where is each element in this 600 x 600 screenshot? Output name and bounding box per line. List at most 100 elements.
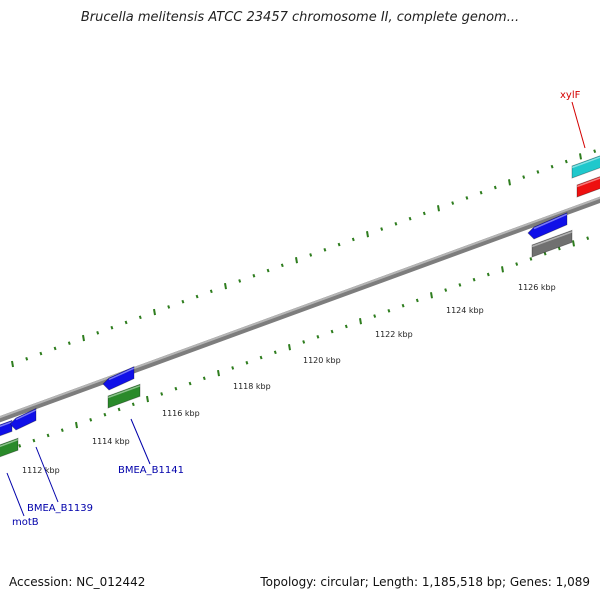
chromosome-backbone-highlight	[0, 196, 600, 419]
gene-features	[0, 154, 600, 459]
lower-tick	[75, 421, 78, 429]
upper-tick	[564, 159, 568, 164]
upper-tick	[394, 222, 398, 226]
gene-feature-blue[interactable]	[9, 407, 37, 431]
topology-text: Topology: circular; Length: 1,185,518 bp…	[260, 575, 590, 589]
gene-label-BMEA_B1141[interactable]: BMEA_B1141	[118, 465, 184, 476]
label-connectors	[6, 101, 586, 517]
upper-tick	[295, 257, 298, 264]
connector-motB	[6, 472, 25, 517]
upper-tick	[11, 360, 14, 368]
map-title: Brucella melitensis ATCC 23457 chromosom…	[80, 10, 520, 25]
gene-feature-blue-highlight	[533, 213, 568, 230]
upper-tick	[536, 170, 540, 174]
upper-tick	[337, 242, 341, 247]
upper-tick	[110, 325, 114, 330]
lower-tick	[515, 262, 519, 266]
upper-tick	[351, 237, 355, 242]
gene-feature-red-highlight	[576, 177, 600, 188]
gene-feature-blue-highlight	[15, 409, 37, 421]
gene-feature-cyan[interactable]	[571, 154, 600, 179]
lower-tick	[131, 402, 135, 407]
upper-tick	[479, 190, 483, 195]
lower-tick	[117, 407, 121, 412]
scale-label: 1120 kbp	[303, 356, 341, 365]
lower-tick	[160, 392, 164, 396]
upper-tick	[39, 351, 43, 356]
upper-tick	[153, 308, 156, 316]
scale-label: 1118 kbp	[233, 382, 271, 391]
gene-feature-blue[interactable]	[527, 212, 568, 240]
lower-tick	[330, 329, 334, 334]
connector-BMEA_B1141	[130, 418, 151, 465]
lower-tick	[344, 324, 348, 329]
gene-feature-green-highlight	[0, 439, 19, 448]
upper-tick	[25, 356, 29, 361]
lower-tick	[188, 381, 192, 386]
gene-label-motB[interactable]: motB	[12, 517, 39, 528]
gene-label-xylF[interactable]: xylF	[560, 90, 581, 101]
gene-feature-green-highlight	[107, 385, 141, 399]
lower-tick	[103, 412, 107, 417]
upper-tick	[323, 247, 327, 252]
upper-tick	[181, 299, 185, 304]
lower-tick	[46, 433, 50, 438]
gene-feature-cyan-highlight	[571, 156, 600, 169]
lower-tick	[259, 355, 263, 360]
lower-tick	[486, 272, 490, 277]
lower-tick	[146, 395, 149, 403]
upper-tick	[493, 185, 497, 190]
upper-tick	[67, 341, 71, 346]
upper-tick	[224, 282, 227, 290]
gene-feature-gray[interactable]	[531, 229, 573, 258]
lower-tick	[373, 314, 377, 318]
lower-tick	[501, 266, 504, 273]
lower-tick	[359, 318, 362, 325]
upper-tick	[522, 175, 526, 179]
other-genes	[0, 154, 600, 459]
gene-feature-blue[interactable]	[0, 419, 13, 438]
lower-tick	[472, 277, 476, 282]
upper-tick	[280, 263, 284, 268]
connector-xylF	[571, 101, 586, 149]
upper-tick	[238, 279, 242, 283]
lower-tick	[217, 369, 220, 377]
upper-tick-row	[11, 149, 597, 368]
upper-tick	[209, 289, 213, 294]
scale-label: 1116 kbp	[162, 409, 200, 418]
lower-tick	[529, 257, 533, 261]
lower-tick	[458, 283, 462, 287]
scale-label: 1114 kbp	[92, 437, 130, 446]
lower-tick-row	[4, 236, 590, 455]
upper-tick	[550, 164, 554, 169]
scale-label: 1112 kbp	[22, 466, 60, 475]
upper-tick	[593, 149, 597, 153]
lower-tick	[32, 438, 36, 443]
lower-tick	[543, 251, 547, 256]
upper-tick	[422, 211, 426, 216]
gene-label-BMEA_B1139[interactable]: BMEA_B1139	[27, 503, 93, 514]
lower-tick	[89, 418, 93, 422]
upper-tick	[408, 216, 412, 221]
connector-BMEA_B1139	[35, 446, 59, 503]
gene-feature-blue-highlight	[108, 367, 135, 381]
upper-tick	[124, 320, 128, 325]
lower-tick	[18, 443, 22, 448]
upper-tick	[465, 196, 469, 200]
lower-tick	[231, 366, 235, 370]
lower-tick	[430, 292, 433, 299]
gene-feature-red[interactable]	[576, 174, 600, 198]
blue-genes	[0, 212, 568, 438]
gene-feature-blue[interactable]	[102, 366, 135, 391]
lower-tick	[60, 428, 64, 433]
gene-feature-gray-highlight	[531, 231, 573, 248]
upper-tick	[451, 201, 455, 205]
gene-feature-green[interactable]	[107, 383, 141, 409]
lower-tick	[415, 298, 419, 303]
gene-feature-green[interactable]	[0, 437, 19, 459]
lower-tick	[444, 288, 448, 292]
scale-label: 1124 kbp	[446, 306, 484, 315]
upper-tick	[508, 179, 511, 186]
lower-tick	[586, 236, 590, 240]
